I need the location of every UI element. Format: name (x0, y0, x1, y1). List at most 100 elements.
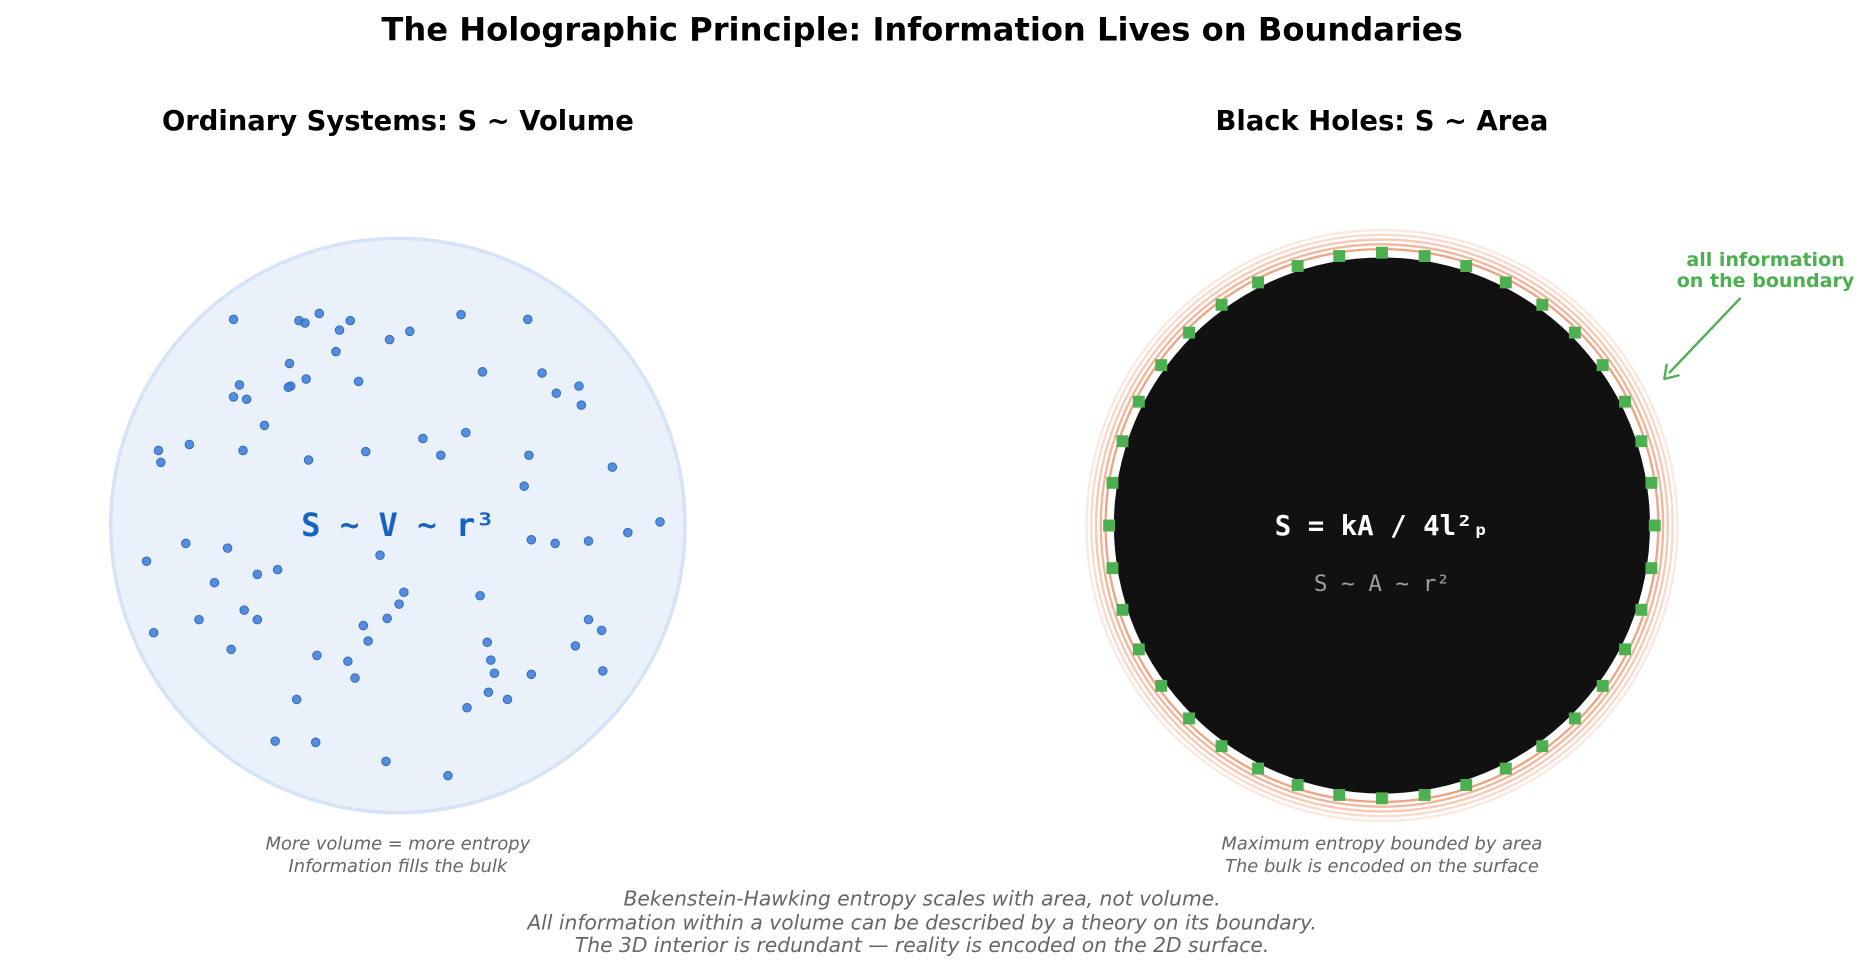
information-bit (1568, 326, 1581, 339)
horizon-ring (1085, 228, 1679, 823)
information-bit (1536, 298, 1549, 311)
particle-dot (363, 636, 373, 646)
information-bit (1499, 276, 1512, 289)
information-bit (1106, 476, 1119, 489)
particle-dot (228, 392, 239, 402)
particle-dot (418, 433, 428, 444)
information-bit (1596, 359, 1609, 372)
particle-dot (502, 694, 513, 705)
information-bit (1291, 260, 1304, 273)
information-bit (1619, 395, 1631, 408)
particle-dot (291, 694, 302, 705)
information-bit (1132, 395, 1145, 408)
particle-dot (209, 577, 220, 588)
information-bit (1418, 250, 1431, 263)
right-caption-line2: The bulk is encoded on the surface (1225, 856, 1539, 877)
left-caption-line1: More volume = more entropy (266, 834, 531, 855)
information-bit (1460, 779, 1473, 791)
particle-dot (550, 538, 560, 549)
information-bit (1635, 435, 1648, 448)
information-bit (1155, 359, 1168, 372)
bekenstein-hawking-formula: S = kA / 4l²ₚ (1275, 511, 1489, 542)
right-panel-title: Black Holes: S ~ Area (1216, 106, 1549, 137)
information-bit (1499, 762, 1512, 775)
particle-dot (343, 656, 353, 667)
right-caption-line1: Maximum entropy bounded by area (1221, 834, 1542, 855)
particle-dot (301, 374, 311, 384)
left-caption-line2: Information fills the bulk (289, 856, 508, 877)
black-hole (1113, 257, 1650, 794)
information-bit (1183, 712, 1195, 725)
left-panel-title: Ordinary Systems: S ~ Volume (162, 106, 634, 137)
information-bit (1568, 712, 1581, 725)
particle-dot (238, 445, 248, 456)
information-bit (1375, 246, 1388, 259)
information-bit (1635, 603, 1648, 616)
area-scaling-formula: S ~ A ~ r² (1314, 571, 1450, 597)
particle-dot (148, 627, 159, 638)
left-panel: Ordinary Systems: S ~ Volume S ~ V ~ r³ … (109, 106, 687, 877)
boundary-bits (1103, 246, 1661, 805)
information-bit (1460, 260, 1473, 273)
particle-dot (222, 543, 233, 553)
particle-dot (270, 736, 280, 746)
particle-dot (574, 381, 584, 391)
particle-dot (623, 527, 633, 538)
particle-dot (519, 481, 529, 491)
particle-dot (526, 535, 537, 545)
footer-line3: The 3D interior is redundant — reality i… (575, 933, 1269, 957)
arrow-icon (1663, 297, 1742, 381)
particle-dot (461, 427, 471, 438)
particle-dot (300, 318, 310, 328)
information-bit (1596, 679, 1609, 692)
particle-dot (226, 644, 236, 655)
particle-dot (331, 346, 341, 357)
particle-dot (598, 666, 608, 676)
particle-dot (360, 446, 371, 457)
right-panel: Black Holes: S ~ Area S = kA / 4l²ₚ S ~ … (1085, 106, 1855, 877)
information-bit (1333, 789, 1346, 801)
information-bit (1116, 435, 1129, 448)
particle-dot (483, 687, 494, 698)
particle-dot (228, 314, 239, 325)
entropy-particles (141, 308, 665, 781)
particle-dot (358, 620, 369, 631)
particle-dot (345, 315, 356, 326)
particle-dot (405, 326, 415, 337)
information-bit (1645, 562, 1658, 575)
particle-dot (381, 756, 391, 767)
particle-dot (314, 308, 325, 319)
particle-dot (526, 669, 537, 680)
particle-dot (384, 334, 395, 345)
particle-dot (570, 641, 581, 651)
annotation-line2: on the boundary (1677, 270, 1855, 292)
particle-dot (583, 536, 594, 546)
particle-dot (475, 591, 485, 601)
particle-dot (583, 614, 594, 625)
particle-dot (283, 382, 294, 393)
information-bit (1645, 476, 1658, 489)
particle-dot (241, 394, 252, 404)
information-bit (1619, 643, 1631, 656)
particle-dot (537, 368, 547, 378)
footer-notes: Bekenstein-Hawking entropy scales with a… (525, 887, 1317, 957)
information-bit (1215, 740, 1228, 753)
particle-dot (399, 587, 409, 597)
particle-dot (234, 380, 245, 390)
particle-dot (477, 367, 488, 377)
particle-dot (576, 400, 587, 410)
figure-title: The Holographic Principle: Information L… (381, 11, 1462, 49)
particle-dot (156, 457, 166, 468)
particle-dot (252, 569, 263, 580)
information-bit (1116, 603, 1129, 616)
particle-dot (303, 455, 314, 465)
particle-dot (312, 650, 322, 661)
particle-dot (194, 614, 204, 625)
information-bit (1215, 298, 1228, 311)
horizon-ring (1094, 238, 1670, 813)
information-bit (1103, 519, 1116, 532)
information-bit (1418, 789, 1431, 801)
information-bit (1648, 519, 1661, 532)
annotation-line1: all information (1686, 249, 1844, 271)
